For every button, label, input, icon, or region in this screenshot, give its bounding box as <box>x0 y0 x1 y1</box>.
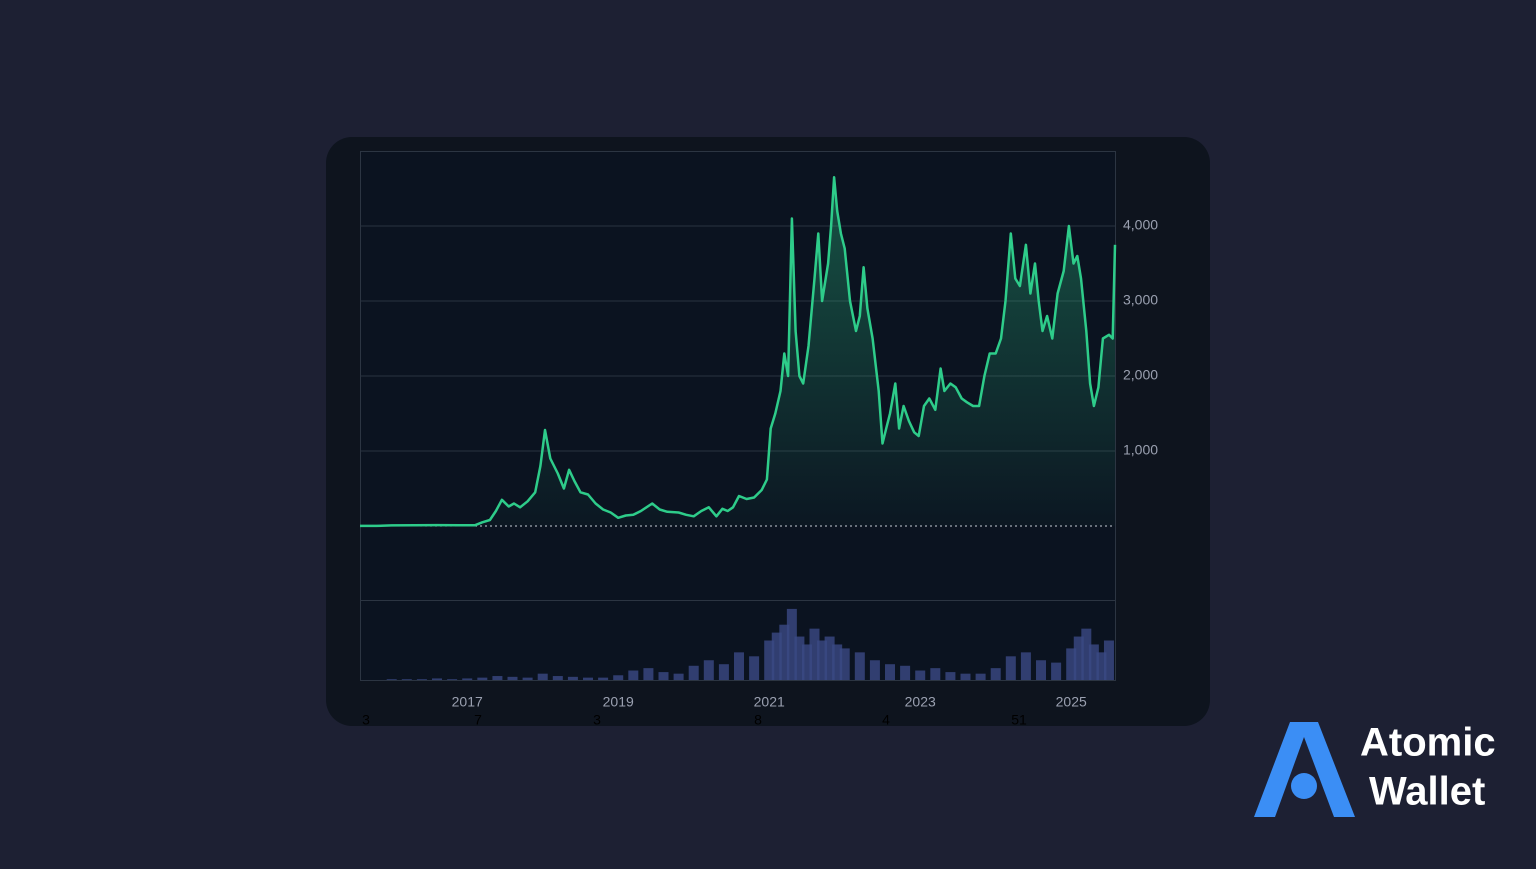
y-tick-label: 1,000 <box>1123 442 1158 458</box>
price-line <box>360 176 1117 528</box>
x-tick-label: 2021 <box>754 694 785 710</box>
volume-bar <box>492 676 503 680</box>
volume-bar <box>703 660 714 680</box>
volume-bar <box>1088 644 1099 680</box>
volume-bar <box>1081 628 1092 680</box>
logo-dot <box>1291 773 1317 799</box>
x-tick-label: 2023 <box>905 694 936 710</box>
y-tick-label: 4,000 <box>1123 217 1158 233</box>
volume-bar <box>764 640 775 680</box>
logo-mark <box>1254 722 1355 817</box>
volume-bar <box>1005 656 1016 680</box>
plot: 1,000 2,000 3,000 4,000 2017 2019 2021 2023 2025 <box>360 176 1158 710</box>
bottom-label: 3 <box>362 712 370 728</box>
volume-bar <box>885 664 896 680</box>
volume-bar <box>1036 660 1047 680</box>
volume-bar <box>537 673 548 680</box>
volume-bar <box>401 679 412 680</box>
bottom-label: 8 <box>754 712 762 728</box>
volume-bar <box>598 677 609 680</box>
y-tick-label: 3,000 <box>1123 292 1158 308</box>
volume-bar <box>643 668 654 680</box>
volume-bar <box>1020 652 1031 680</box>
y-tick-label: 2,000 <box>1123 367 1158 383</box>
volume-bar <box>462 678 473 680</box>
brand-name: Wallet <box>1369 770 1485 814</box>
volume-bar <box>1051 662 1062 680</box>
volume-bar <box>718 664 729 680</box>
volume-bar <box>794 636 805 680</box>
brand-name: Atomic <box>1360 721 1496 765</box>
volume-bar <box>786 608 797 680</box>
volume-bar <box>869 660 880 680</box>
price-area <box>360 177 1115 527</box>
volume-bar <box>817 640 828 680</box>
volume-bar <box>854 652 865 680</box>
volume-bar <box>628 670 639 680</box>
x-tick-label: 2017 <box>452 694 483 710</box>
logo: Atomic Wallet <box>1254 721 1496 817</box>
volume-bar <box>945 672 956 680</box>
volume-bar <box>416 679 427 680</box>
volume-bar <box>900 665 911 680</box>
volume-bar <box>1103 640 1114 680</box>
volume-bar <box>477 677 488 680</box>
volume-bar <box>915 670 926 680</box>
volume-bar <box>688 665 699 680</box>
volume-bar <box>975 673 986 680</box>
volume-bar <box>1096 652 1107 680</box>
volume-bar <box>990 668 1001 680</box>
volume-bar <box>809 628 820 680</box>
volume-bar <box>801 644 812 680</box>
volume-bar <box>734 652 745 680</box>
bottom-label: 3 <box>593 712 601 728</box>
volume-bar <box>771 632 782 680</box>
volume-bar <box>1066 648 1077 680</box>
volume-bar <box>447 679 458 680</box>
volume-bar <box>658 672 669 680</box>
volume-bar <box>824 636 835 680</box>
volume-bar <box>673 673 684 680</box>
volume-bar <box>432 678 443 680</box>
volume-bar <box>1073 636 1084 680</box>
volume-bar <box>522 677 533 680</box>
volume-bar <box>552 676 563 680</box>
volume-bar <box>832 644 843 680</box>
bottom-label: 4 <box>882 712 890 728</box>
x-tick-label: 2025 <box>1056 694 1087 710</box>
x-tick-label: 2019 <box>603 694 634 710</box>
bottom-label: 51 <box>1011 712 1027 728</box>
volume-bar <box>386 679 397 680</box>
volume-bar <box>613 675 624 680</box>
volume-bar <box>507 676 518 680</box>
volume-bar <box>930 668 941 680</box>
volume-bar <box>779 624 790 680</box>
volume-bar <box>749 656 760 680</box>
volume-bar <box>960 673 971 680</box>
volume-bar <box>567 676 578 680</box>
bottom-label: 7 <box>474 712 482 728</box>
volume-bar <box>839 648 850 680</box>
volume-bar <box>583 677 594 680</box>
